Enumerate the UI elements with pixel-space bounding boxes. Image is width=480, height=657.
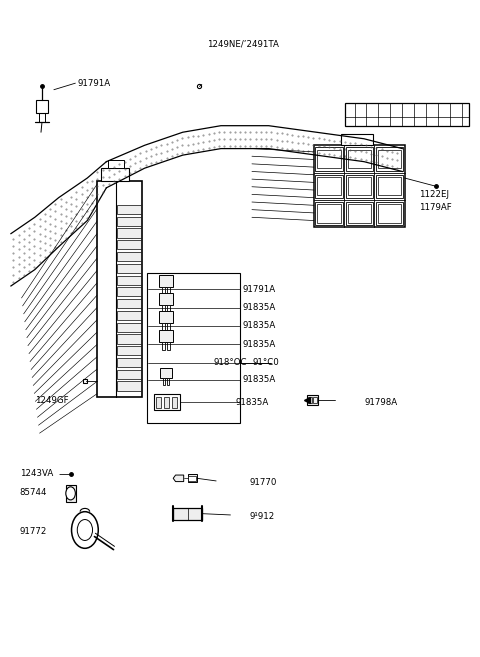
- Bar: [117, 205, 141, 214]
- Text: 91772: 91772: [20, 527, 47, 536]
- Bar: [167, 378, 169, 386]
- Text: 1122EJ: 1122EJ: [419, 190, 449, 199]
- Text: 91835A: 91835A: [235, 398, 268, 407]
- Bar: [345, 102, 469, 125]
- Text: 91770: 91770: [250, 478, 277, 487]
- Bar: [117, 370, 141, 379]
- Bar: [172, 397, 177, 407]
- Bar: [307, 395, 318, 405]
- Bar: [66, 485, 76, 502]
- Polygon shape: [173, 475, 184, 482]
- Text: 91°C0: 91°C0: [253, 358, 280, 367]
- Bar: [346, 202, 373, 225]
- Bar: [189, 476, 196, 481]
- Bar: [108, 160, 124, 168]
- Bar: [162, 286, 165, 295]
- Text: 91835A: 91835A: [242, 340, 276, 349]
- Text: 85744: 85744: [20, 487, 47, 497]
- Bar: [117, 217, 141, 226]
- Bar: [348, 204, 371, 223]
- Bar: [162, 323, 165, 332]
- Bar: [159, 311, 173, 323]
- Bar: [315, 147, 343, 171]
- Bar: [315, 175, 343, 198]
- Bar: [348, 177, 371, 195]
- Bar: [162, 305, 165, 313]
- Bar: [159, 330, 173, 342]
- Text: 1243VA: 1243VA: [20, 469, 53, 478]
- Bar: [317, 177, 341, 195]
- Bar: [117, 229, 141, 238]
- Bar: [117, 252, 141, 261]
- Text: 9¹912: 9¹912: [250, 512, 275, 521]
- Bar: [117, 263, 141, 273]
- Text: 1249GF: 1249GF: [35, 396, 69, 405]
- Text: 91791A: 91791A: [242, 284, 276, 294]
- Bar: [97, 181, 142, 397]
- Bar: [313, 397, 317, 403]
- Bar: [168, 286, 170, 295]
- Bar: [101, 168, 129, 181]
- Bar: [163, 378, 165, 386]
- Bar: [36, 99, 48, 112]
- Bar: [378, 204, 401, 223]
- Bar: [376, 202, 403, 225]
- Text: 1179AF: 1179AF: [419, 203, 452, 212]
- Bar: [376, 147, 403, 171]
- Text: 91791A: 91791A: [78, 79, 111, 87]
- Bar: [162, 342, 165, 350]
- Bar: [164, 397, 169, 407]
- Bar: [315, 202, 343, 225]
- Text: 91798A: 91798A: [364, 398, 397, 407]
- Text: 1249NE/’2491TA: 1249NE/’2491TA: [206, 39, 278, 49]
- Bar: [117, 382, 141, 391]
- Bar: [117, 299, 141, 308]
- Text: 91835A: 91835A: [242, 375, 276, 384]
- Text: 91835A: 91835A: [242, 303, 276, 312]
- Text: —: —: [59, 468, 70, 479]
- Circle shape: [72, 512, 98, 549]
- Bar: [314, 145, 405, 227]
- Bar: [317, 204, 341, 223]
- Bar: [168, 305, 170, 313]
- Circle shape: [66, 487, 75, 500]
- Bar: [117, 311, 141, 320]
- Bar: [168, 323, 170, 332]
- Bar: [188, 474, 197, 482]
- Bar: [159, 275, 173, 286]
- Bar: [317, 150, 341, 168]
- Bar: [154, 394, 180, 410]
- Text: 918°OC: 918°OC: [214, 358, 247, 367]
- Bar: [341, 133, 373, 145]
- Bar: [117, 287, 141, 296]
- Bar: [117, 240, 141, 250]
- Circle shape: [77, 520, 93, 541]
- Bar: [117, 358, 141, 367]
- Bar: [378, 150, 401, 168]
- Bar: [348, 150, 371, 168]
- Bar: [376, 175, 403, 198]
- Bar: [159, 293, 173, 305]
- Bar: [156, 397, 161, 407]
- Text: 91835A: 91835A: [242, 321, 276, 330]
- Bar: [346, 175, 373, 198]
- Bar: [378, 177, 401, 195]
- Bar: [147, 273, 240, 423]
- Bar: [117, 275, 141, 284]
- Bar: [173, 508, 202, 520]
- Bar: [117, 334, 141, 344]
- Bar: [117, 323, 141, 332]
- Bar: [117, 346, 141, 355]
- Bar: [168, 342, 170, 350]
- Bar: [308, 397, 312, 403]
- Bar: [160, 368, 172, 378]
- Bar: [346, 147, 373, 171]
